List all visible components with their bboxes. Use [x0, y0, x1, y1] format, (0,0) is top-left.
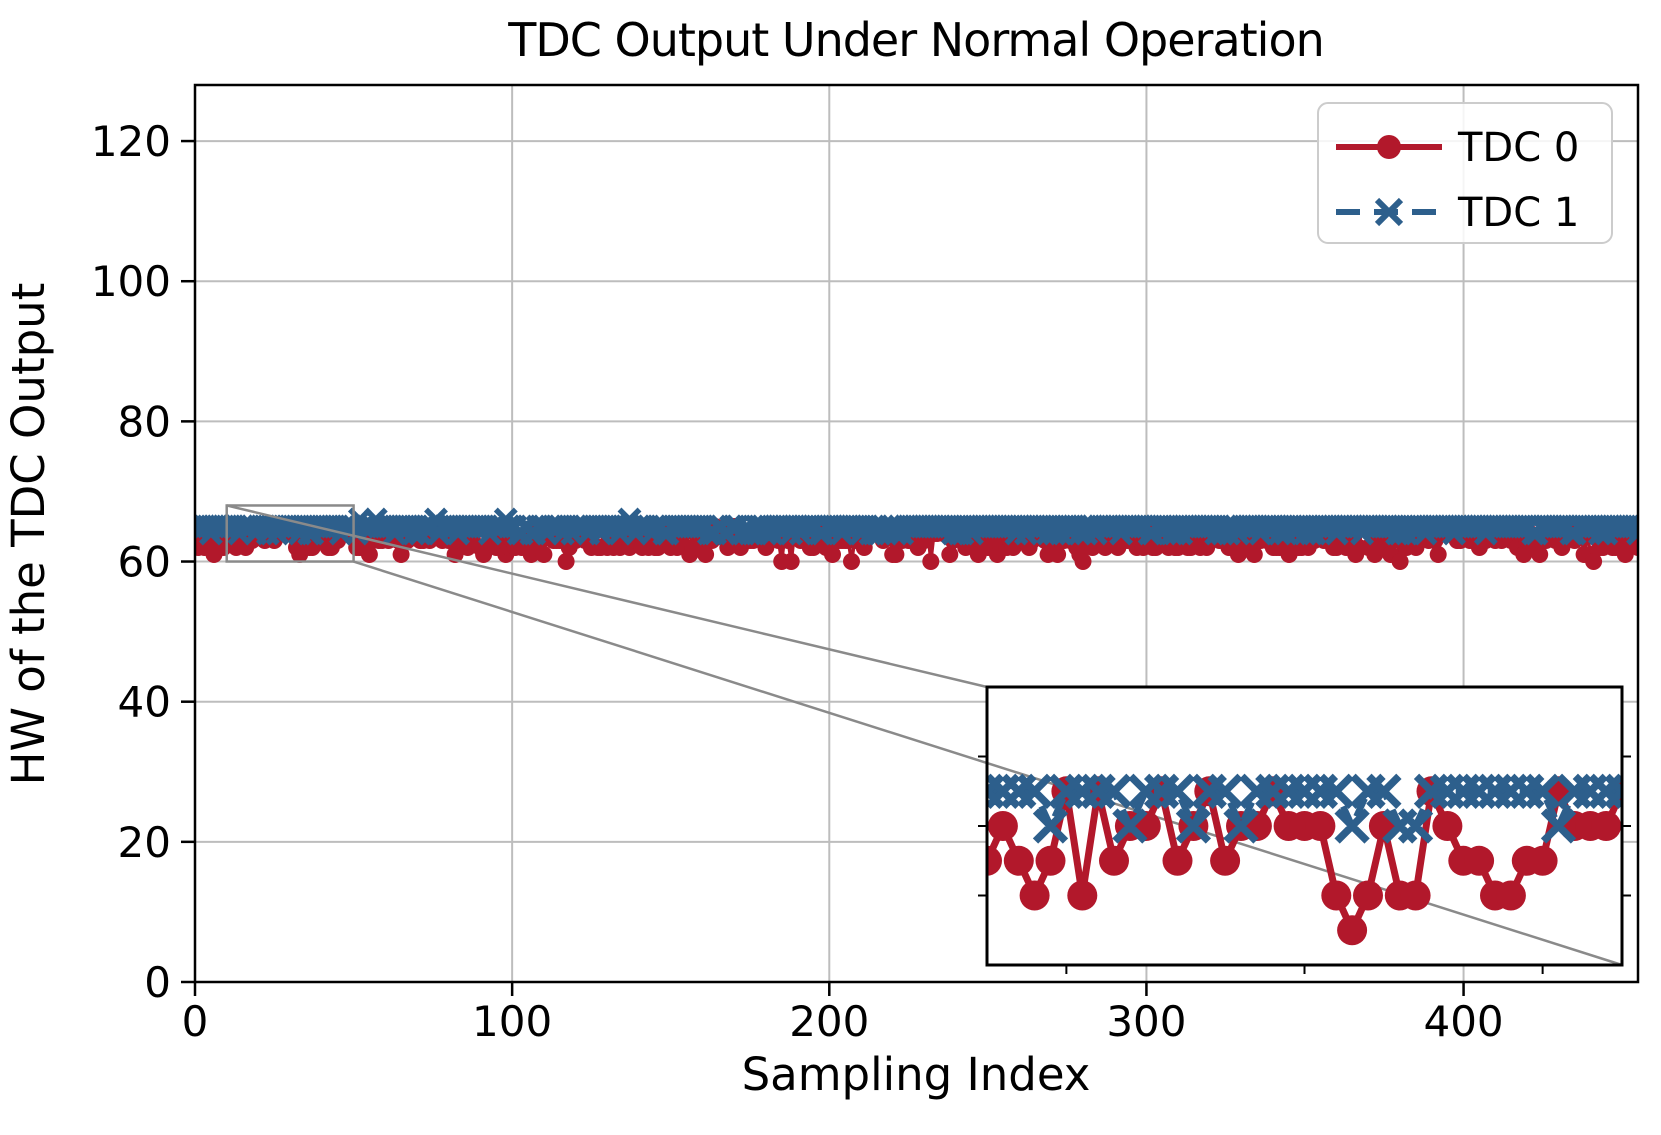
legend-label-tdc1: TDC 1 — [1457, 190, 1579, 236]
y-axis-label: HW of the TDC Output — [2, 283, 55, 786]
y-tick-label: 20 — [118, 818, 171, 867]
axis-tick-labels: 0 100 200 300 400 0 20 40 60 80 100 120 — [91, 117, 1504, 1046]
legend-x-marker-icon — [1374, 197, 1404, 227]
x-tick-label: 100 — [472, 997, 552, 1046]
inset-tdc1-markers — [987, 773, 1622, 844]
y-tick-label: 100 — [91, 257, 171, 306]
axis-ticks — [181, 139, 1465, 996]
y-tick-label: 80 — [118, 397, 171, 446]
main-series — [195, 507, 1638, 570]
legend: TDC 0 TDC 1 — [1317, 102, 1613, 244]
legend-label-tdc0: TDC 0 — [1457, 125, 1579, 171]
zoom-region-rect — [225, 504, 355, 563]
y-tick-label: 0 — [144, 958, 171, 1007]
x-tick-label: 300 — [1106, 997, 1186, 1046]
y-tick-label: 40 — [118, 678, 171, 727]
x-tick-label: 0 — [182, 997, 209, 1046]
inset-series — [987, 773, 1622, 946]
legend-circle-marker-icon — [1377, 135, 1401, 159]
inset-ticks — [978, 755, 1631, 974]
plot-border — [193, 83, 1640, 984]
x-axis-label: Sampling Index — [742, 1048, 1091, 1101]
y-tick-label: 120 — [91, 117, 171, 166]
y-tick-label: 60 — [118, 538, 171, 587]
legend-item-tdc0: TDC 0 — [1336, 125, 1579, 171]
x-tick-label: 400 — [1423, 997, 1503, 1046]
zoom-rect — [225, 504, 355, 563]
legend-item-tdc1: TDC 1 — [1336, 190, 1579, 236]
chart-title: TDC Output Under Normal Operation — [507, 13, 1324, 67]
connector-upper — [226, 504, 988, 689]
x-tick-label: 200 — [789, 997, 869, 1046]
